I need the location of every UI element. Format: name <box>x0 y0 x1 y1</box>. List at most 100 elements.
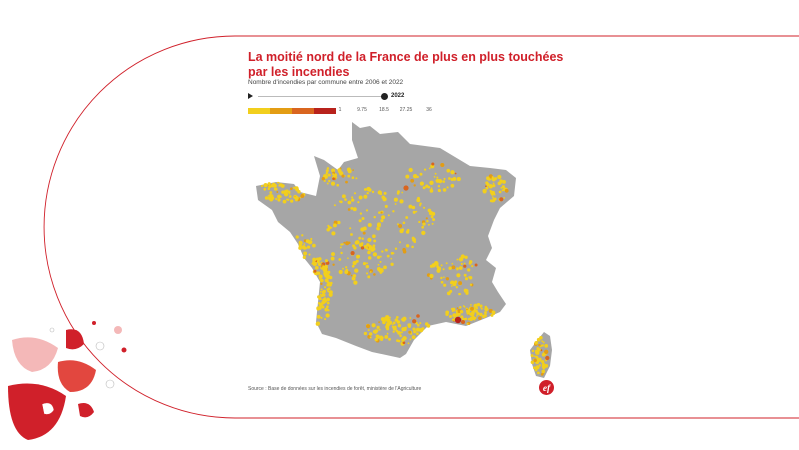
fire-dot <box>357 201 360 204</box>
fire-dot <box>350 206 354 210</box>
fire-dot <box>341 194 346 199</box>
fire-dot <box>530 360 535 365</box>
fire-dot <box>408 325 411 328</box>
fire-dot <box>383 191 387 195</box>
fire-dot <box>452 313 457 318</box>
fire-dot <box>532 366 536 370</box>
frame-arc <box>43 35 799 419</box>
fire-dot <box>448 177 451 180</box>
fire-dot <box>448 266 452 270</box>
fire-dot <box>450 183 455 188</box>
fire-dot <box>437 178 443 184</box>
fire-dot <box>428 167 431 170</box>
fire-dot <box>317 262 322 266</box>
fire-dot <box>345 266 348 269</box>
fire-dot <box>386 254 390 258</box>
play-icon[interactable] <box>248 93 253 99</box>
fire-density-dots <box>260 162 550 376</box>
fire-dot <box>316 271 321 275</box>
fire-dot <box>474 316 477 320</box>
fire-dot <box>498 190 502 194</box>
fire-dot <box>393 325 397 329</box>
fire-dot <box>544 349 549 354</box>
fire-dot <box>380 317 385 322</box>
fire-dot <box>390 251 394 255</box>
fire-dot <box>484 311 487 315</box>
fire-dot <box>384 334 389 339</box>
fire-dot <box>326 283 330 287</box>
fire-dot <box>270 196 275 200</box>
timeline-track[interactable] <box>258 96 383 97</box>
fire-dot <box>326 305 329 309</box>
fire-dot <box>542 341 545 344</box>
fire-dot <box>330 226 333 229</box>
legend-tick: 36 <box>426 107 432 113</box>
fire-dot <box>367 275 371 279</box>
timeline-knob[interactable] <box>381 93 388 100</box>
fire-dot <box>449 281 452 284</box>
fire-dot <box>327 290 330 293</box>
fire-dot <box>419 202 422 205</box>
fire-dot <box>538 343 541 347</box>
fire-dot <box>460 315 464 319</box>
fire-dot <box>445 277 450 281</box>
fire-dot <box>452 282 457 287</box>
fire-dot <box>446 291 451 296</box>
fire-dot <box>324 297 326 299</box>
fire-dot <box>328 292 333 297</box>
fire-dot <box>360 227 365 232</box>
fire-dot <box>347 208 351 211</box>
fire-dot <box>450 170 455 175</box>
fire-dot <box>459 306 462 309</box>
fire-dot <box>372 234 376 239</box>
fire-dot <box>412 174 418 179</box>
fire-dot <box>499 179 503 183</box>
fire-dot <box>382 320 386 325</box>
fire-dot <box>381 195 385 199</box>
fire-dot <box>466 322 469 325</box>
fire-dot <box>347 200 352 205</box>
fire-dot <box>326 301 330 305</box>
fire-dot <box>299 240 303 244</box>
source-note: Source : Base de données sur les incendi… <box>248 386 422 392</box>
legend-tick: 1 <box>338 107 342 113</box>
fire-dot <box>456 307 459 310</box>
fire-dot <box>359 212 363 215</box>
fire-dot <box>489 199 493 203</box>
fire-dot <box>336 183 340 187</box>
fire-dot <box>376 329 379 332</box>
legend-tick: 9.75 <box>357 107 367 113</box>
fire-dot <box>320 261 323 264</box>
fire-dot <box>330 181 336 186</box>
fire-dot <box>503 197 506 199</box>
fire-dot <box>372 325 375 328</box>
fire-dot <box>479 306 482 308</box>
fire-dot <box>440 264 443 267</box>
fire-dot <box>460 254 465 259</box>
fire-dot <box>353 192 357 195</box>
fire-dot <box>385 317 389 320</box>
fire-dot <box>431 222 434 225</box>
fire-dot <box>538 364 542 367</box>
fire-dot <box>285 198 289 201</box>
fire-dot <box>350 251 355 256</box>
fire-dot <box>431 162 435 166</box>
fire-dot <box>456 258 459 261</box>
fire-dot <box>330 256 335 261</box>
fire-dot <box>463 262 466 265</box>
fire-dot <box>326 288 329 291</box>
fire-dot <box>323 174 328 179</box>
fire-dot <box>371 190 375 194</box>
fire-dot <box>502 179 506 184</box>
fire-dot <box>442 180 446 183</box>
fire-dot <box>351 196 354 199</box>
fire-dot <box>534 349 539 354</box>
fire-dot <box>452 176 457 181</box>
fire-dot <box>545 355 550 361</box>
fire-dot <box>417 196 420 200</box>
fire-dot <box>363 188 367 191</box>
fire-dot <box>337 220 341 225</box>
fire-dot <box>418 220 421 224</box>
fire-dot <box>466 308 468 311</box>
fire-dot <box>411 335 416 340</box>
